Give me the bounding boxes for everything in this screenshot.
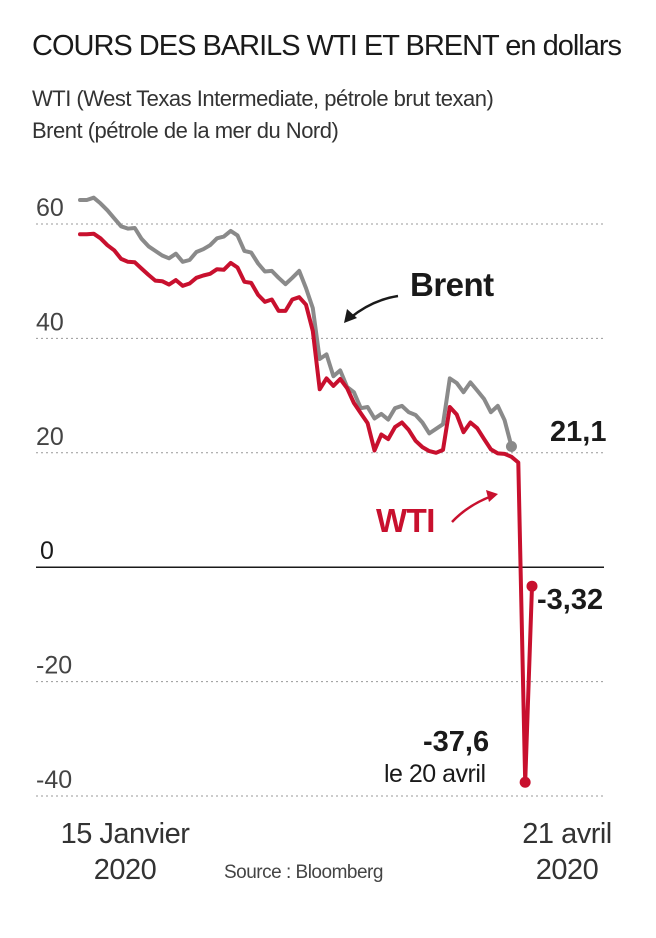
wti-min-date-label: le 20 avril xyxy=(384,760,486,788)
wti-last-value-label: -3,32 xyxy=(537,584,604,616)
y-axis-ticks: 60 40 20 0 -20 -40 xyxy=(36,194,72,794)
series-lines xyxy=(78,195,538,788)
y-tick-label--20: -20 xyxy=(36,652,72,680)
x-axis-end-label: 21 avril 2020 xyxy=(492,816,642,888)
brent-arrow-head xyxy=(344,309,357,323)
brent-last-value-label: 21,1 xyxy=(550,416,607,448)
brent-series-label: Brent xyxy=(410,266,494,303)
x-axis-end-line1: 21 avril xyxy=(522,818,612,850)
y-tick-label--40: -40 xyxy=(36,766,72,794)
brent-last-point xyxy=(505,441,517,453)
y-tick-label-60: 60 xyxy=(36,194,64,222)
x-axis-start-label: 15 Janvier 2020 xyxy=(40,816,210,888)
x-axis-start-line1: 15 Janvier xyxy=(60,818,190,850)
wti-line xyxy=(78,231,534,785)
brent-line xyxy=(78,195,514,449)
y-tick-label-20: 20 xyxy=(36,423,64,451)
source-note: Source : Bloomberg xyxy=(224,862,383,883)
wti-arrow-head xyxy=(486,490,498,502)
wti-arrow-shaft xyxy=(451,494,493,523)
y-tick-label-40: 40 xyxy=(36,308,64,336)
annotation-arrows xyxy=(344,294,498,523)
wti-series-label: WTI xyxy=(376,502,435,539)
wti-last-point xyxy=(526,580,538,592)
subtitle-brent: Brent (pétrole de la mer du Nord) xyxy=(32,118,339,143)
grid-lines xyxy=(36,223,604,797)
y-tick-label-0: 0 xyxy=(40,537,54,565)
chart-title: COURS DES BARILS WTI ET BRENT en dollars xyxy=(32,30,622,62)
wti-min-point xyxy=(519,776,531,788)
subtitle-wti: WTI (West Texas Intermediate, pétrole br… xyxy=(32,86,494,111)
x-axis-end-line2: 2020 xyxy=(535,854,599,886)
wti-min-value-label: -37,6 xyxy=(423,726,490,758)
brent-arrow-shaft xyxy=(349,294,399,319)
x-axis-start-line2: 2020 xyxy=(93,854,157,886)
